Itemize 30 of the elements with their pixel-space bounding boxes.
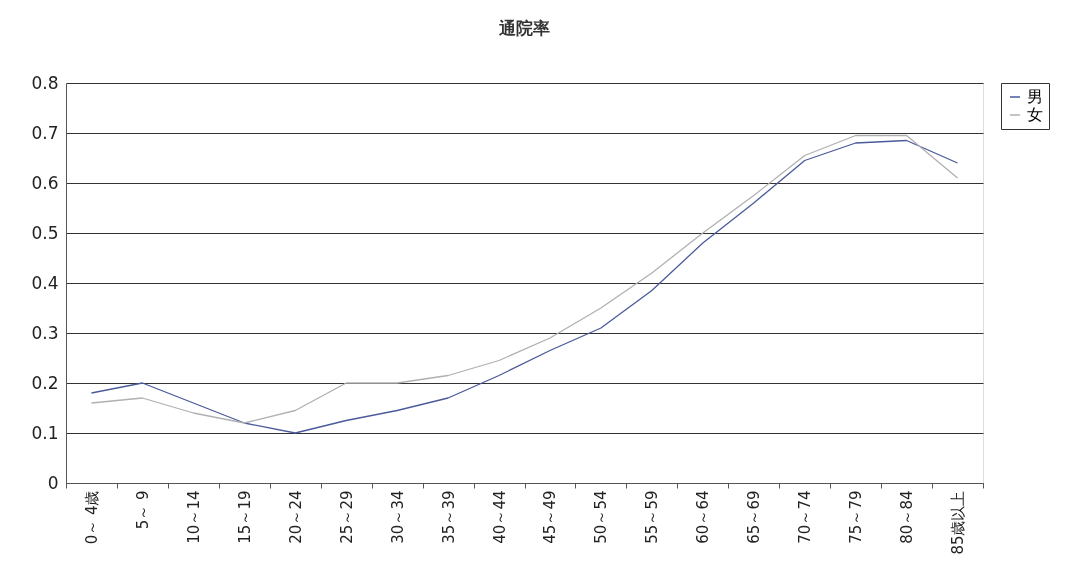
- x-tick-label: 85歳以上: [949, 490, 968, 555]
- x-tick-label: 0～ 4歳: [82, 490, 101, 545]
- x-tick-label: 75～79: [847, 490, 866, 544]
- y-tick-label: 0.6: [31, 172, 59, 193]
- y-tick-label: 0.2: [31, 372, 59, 393]
- x-tick-label: 65～69: [745, 490, 764, 544]
- legend-label: 男: [1027, 87, 1043, 106]
- x-tick-label: 25～29: [337, 490, 356, 544]
- x-tick-label: 45～49: [541, 490, 560, 544]
- y-tick-label: 0.8: [31, 72, 59, 93]
- x-tick-label: 5～ 9: [133, 490, 152, 530]
- x-tick-label: 30～34: [388, 490, 407, 544]
- y-tick-label: 0.7: [31, 122, 59, 143]
- y-tick-label: 0.4: [31, 272, 59, 293]
- y-tick-label: 0.5: [31, 222, 59, 243]
- x-tick-label: 80～84: [898, 490, 917, 544]
- x-tick-label: 15～19: [235, 490, 254, 544]
- x-tick-label: 20～24: [286, 490, 305, 544]
- y-tick-label: 0.1: [31, 422, 59, 443]
- y-tick-label: 0: [47, 472, 59, 493]
- x-tick-label: 35～39: [439, 490, 458, 544]
- y-tick-label: 0.3: [31, 322, 59, 343]
- chart-title: 通院率: [498, 18, 550, 38]
- x-tick-label: 60～64: [694, 490, 713, 544]
- x-tick-label: 40～44: [490, 490, 509, 544]
- x-tick-label: 70～74: [796, 490, 815, 544]
- legend-label: 女: [1027, 105, 1043, 124]
- x-tick-label: 50～54: [592, 490, 611, 544]
- x-tick-label: 55～59: [643, 490, 662, 544]
- x-tick-label: 10～14: [184, 490, 203, 544]
